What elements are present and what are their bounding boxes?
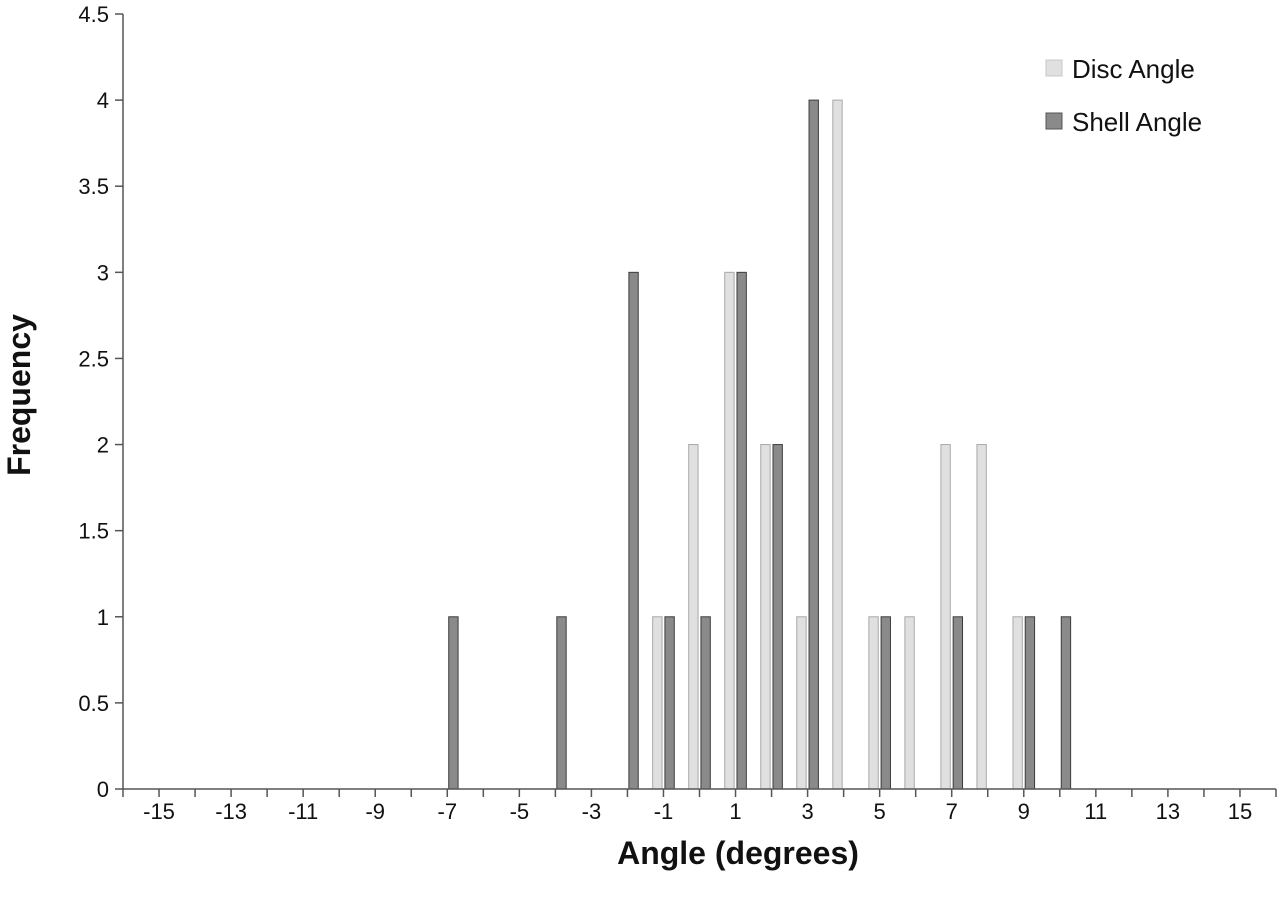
x-axis-title: Angle (degrees) <box>617 835 859 871</box>
y-tick-label: 2.5 <box>78 346 109 371</box>
x-tick-label: 5 <box>874 799 886 824</box>
bar-disc-angle <box>1012 616 1023 790</box>
bar-shell-angle <box>772 444 783 790</box>
y-tick-label: 4.5 <box>78 2 109 27</box>
legend-swatch-shell-angle <box>1045 112 1063 130</box>
bar-shell-angle <box>1060 616 1072 790</box>
y-tick-label: 3.5 <box>78 174 109 199</box>
bar-shell-angle <box>628 271 639 790</box>
x-tick-label: -5 <box>510 799 530 824</box>
x-tick-label: 7 <box>946 799 958 824</box>
x-tick-label: -7 <box>438 799 458 824</box>
x-tick-label: -9 <box>365 799 385 824</box>
y-tick-label: 4 <box>97 88 109 113</box>
legend-label-disc-angle: Disc Angle <box>1072 54 1195 84</box>
bar-shell-angle <box>664 616 675 790</box>
bar-shell-angle <box>880 616 891 790</box>
y-axis-ticks: 0 0.5 1 1.5 2 2.5 3 3.5 4 4.5 <box>78 2 123 802</box>
bar-disc-angle <box>652 616 663 790</box>
x-tick-label: -3 <box>582 799 602 824</box>
bar-shell-angle <box>736 271 747 790</box>
bar-disc-angle <box>688 444 699 790</box>
x-tick-label: 15 <box>1228 799 1252 824</box>
bar-shell-angle <box>952 616 964 790</box>
legend-swatch-disc-angle <box>1045 59 1063 77</box>
bar-shell-angle <box>448 616 459 790</box>
bar-shell-angle <box>1024 616 1036 790</box>
y-tick-label: 2 <box>97 433 109 458</box>
x-tick-label: -15 <box>143 799 175 824</box>
bars-layer <box>448 99 1072 790</box>
y-tick-label: 0 <box>97 777 109 802</box>
bar-disc-angle <box>760 444 771 790</box>
x-tick-label: -11 <box>288 799 318 824</box>
bar-shell-angle <box>700 616 711 790</box>
x-axis-ticks: -15 -13 -11 -9 -7 -5 -3 -1 1 3 5 7 9 11 13 15 <box>122 789 1277 824</box>
x-tick-label: 3 <box>801 799 813 824</box>
bar-disc-angle <box>940 444 951 790</box>
bar-disc-angle <box>904 616 915 790</box>
bar-disc-angle <box>976 444 987 790</box>
bar-disc-angle <box>796 616 807 790</box>
bar-disc-angle <box>832 99 843 790</box>
x-tick-label: -13 <box>215 799 247 824</box>
y-axis-title: Frequency <box>1 314 37 476</box>
legend: Disc Angle Shell Angle <box>1045 54 1202 137</box>
y-tick-label: 1.5 <box>78 519 109 544</box>
bar-disc-angle <box>724 271 735 790</box>
bar-shell-angle <box>556 616 567 790</box>
x-tick-label: -1 <box>654 799 674 824</box>
y-tick-label: 0.5 <box>78 691 109 716</box>
x-tick-label: 11 <box>1084 799 1107 824</box>
legend-label-shell-angle: Shell Angle <box>1072 107 1202 137</box>
y-tick-label: 3 <box>97 260 109 285</box>
y-tick-label: 1 <box>97 605 109 630</box>
bar-shell-angle <box>808 99 819 790</box>
x-tick-label: 1 <box>729 799 741 824</box>
bar-disc-angle <box>868 616 879 790</box>
x-tick-label: 13 <box>1156 799 1180 824</box>
x-tick-label: 9 <box>1018 799 1030 824</box>
